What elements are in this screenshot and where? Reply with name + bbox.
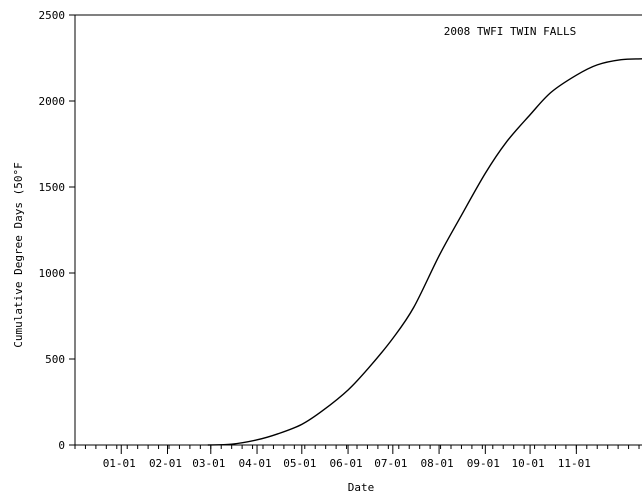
x-tick-label: 02-01 <box>149 457 182 470</box>
y-tick-label: 2000 <box>39 95 66 108</box>
y-axis: 0 500 1000 1500 2000 2500 <box>39 9 75 452</box>
series-layer <box>207 58 642 446</box>
y-tick-label: 500 <box>45 353 65 366</box>
y-tick-label: 1500 <box>39 181 66 194</box>
y-tick-label: 2500 <box>39 9 66 22</box>
y-axis-label: Cumulative Degree Days (50°F <box>12 162 25 347</box>
y-tick-label: 1000 <box>39 267 66 280</box>
chart-title: 2008 TWFI TWIN FALLS <box>444 25 576 38</box>
x-tick-label: 08-01 <box>421 457 454 470</box>
x-tick-label: 03-01 <box>192 457 225 470</box>
x-tick-label: 04-01 <box>238 457 271 470</box>
series-line <box>207 58 642 446</box>
x-tick-label: 11-01 <box>558 457 591 470</box>
x-axis-label: Date <box>348 481 375 492</box>
plot-frame <box>74 14 642 446</box>
x-axis: 01-01 02-01 03-01 04-01 05-01 06-01 07-01 08-01… <box>74 445 640 470</box>
x-tick-label: 05-01 <box>283 457 316 470</box>
x-tick-label: 10-01 <box>512 457 545 470</box>
x-tick-label: 06-01 <box>329 457 362 470</box>
x-tick-label: 01-01 <box>103 457 136 470</box>
y-tick-label: 0 <box>58 439 65 452</box>
x-tick-label: 07-01 <box>374 457 407 470</box>
x-tick-label: 09-01 <box>467 457 500 470</box>
